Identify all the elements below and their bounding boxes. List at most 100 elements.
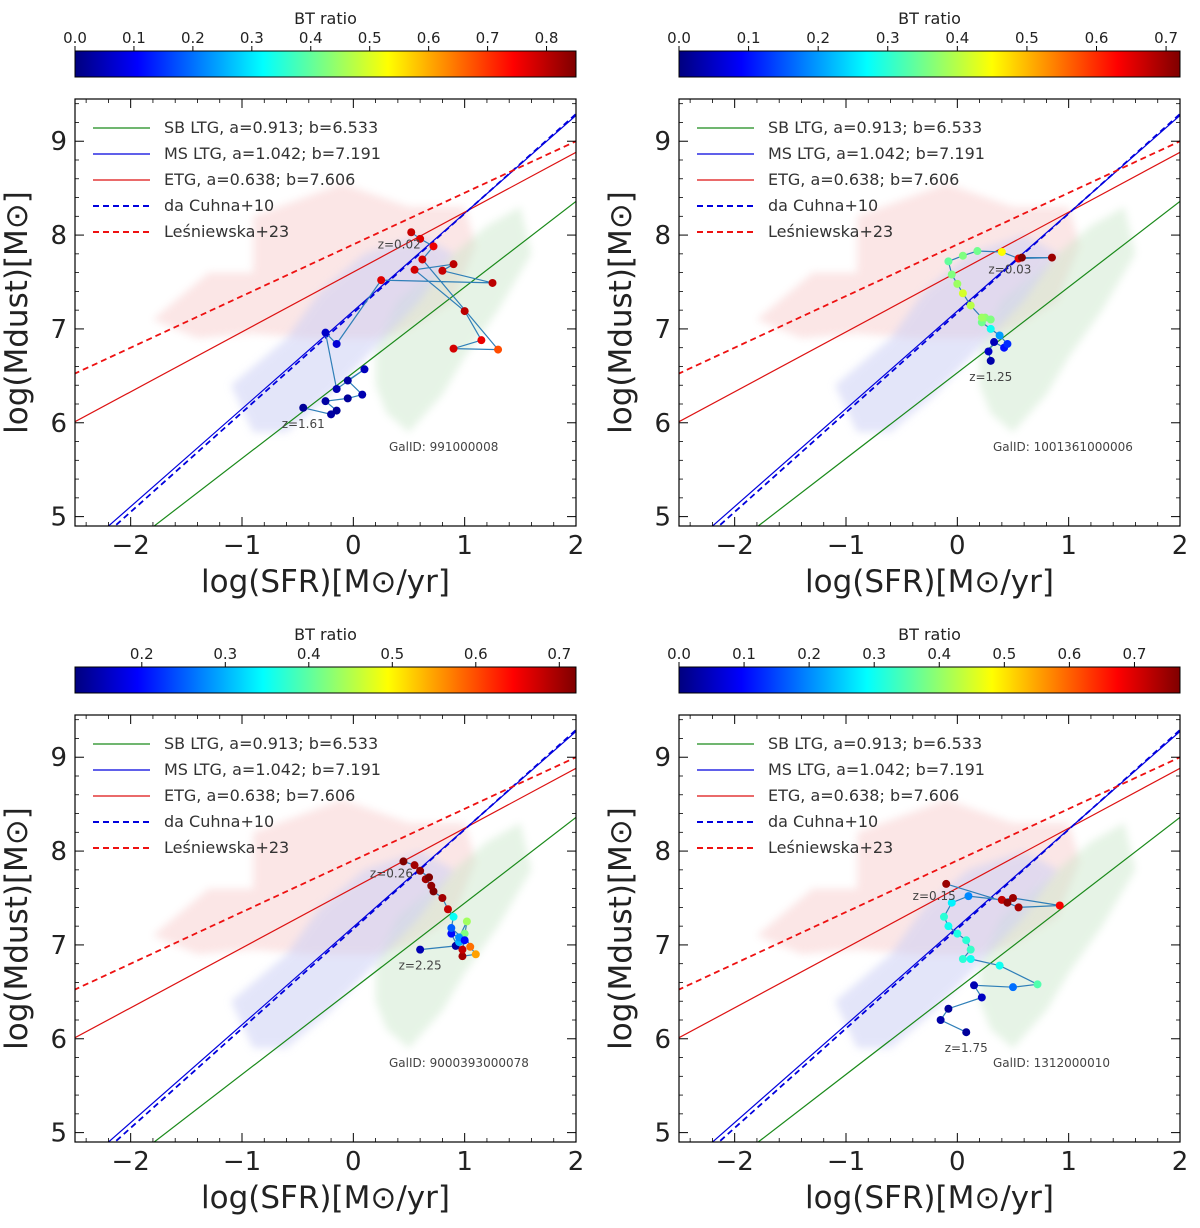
track-point (1047, 253, 1056, 262)
track-point (1009, 983, 1017, 992)
colorbar: BT ratio 0.2 0.3 0.4 0.5 0.6 0.7 (74, 625, 577, 694)
galid-label: GalID: 991000008 (389, 440, 498, 454)
colorbar-tick-label: 0.4 (945, 29, 969, 47)
relation-line-0 (153, 816, 576, 1142)
y-tick-label: 6 (50, 1025, 67, 1055)
x-tick-label: −2 (716, 1147, 754, 1177)
relation-line-3 (113, 728, 576, 1142)
z-end-label: z=0.02 (378, 237, 421, 251)
colorbar-tick-label: 0.0 (63, 29, 87, 47)
track-point (458, 952, 467, 961)
y-tick-label: 6 (654, 409, 671, 439)
y-tick-label: 9 (50, 743, 67, 773)
track-point (458, 945, 467, 954)
y-tick-label: 8 (654, 837, 671, 867)
track-point (958, 251, 967, 260)
y-tick-label: 9 (654, 743, 671, 773)
relation-line-2 (75, 151, 576, 423)
track-point (416, 234, 425, 243)
track-point (1017, 253, 1026, 262)
x-tick-label: −2 (112, 531, 150, 561)
track-point (1014, 903, 1023, 912)
plot-frame (74, 98, 577, 527)
plot-frame (678, 98, 1181, 527)
panel-top-left: BT ratio 0.0 0.1 0.2 0.3 0.4 0.5 0.6 0.7 0.8 z=1.6… (0, 9, 585, 600)
colorbar-tick-label: 0.0 (667, 29, 691, 47)
x-tick-label: 0 (345, 1147, 362, 1177)
colorbar-tick-label: 0.3 (240, 29, 264, 47)
colorbar-label: BT ratio (294, 625, 357, 644)
x-tick-label: 2 (568, 531, 585, 561)
colorbar-gradient (74, 666, 577, 694)
colorbar-tick-label: 0.6 (464, 645, 488, 663)
colorbar-tick-label: 0.2 (130, 645, 154, 663)
legend-label-3: da Cuhna+10 (768, 196, 878, 215)
track-point (438, 894, 447, 902)
legend-label-1: MS LTG, a=1.042; b=7.191 (768, 144, 985, 163)
relation-line-4 (75, 140, 576, 375)
colorbar-tick-label: 0.3 (213, 645, 237, 663)
plot-area: z=2.25 z=0.26 (75, 728, 576, 1142)
colorbar-tick-label: 0.5 (992, 645, 1016, 663)
track-point (494, 345, 503, 354)
x-tick-label: −1 (223, 531, 261, 561)
track-point (343, 376, 352, 385)
track-point (984, 347, 993, 356)
x-tick-label: −1 (827, 531, 865, 561)
plot-area: z=1.75 z=0.15 (679, 728, 1180, 1142)
galid-label: GalID: 1312000010 (993, 1056, 1110, 1070)
y-tick-label: 7 (50, 931, 67, 961)
colorbar-tick-label: 0.7 (476, 29, 500, 47)
track-point (947, 898, 956, 907)
track-point (449, 912, 458, 921)
legend-label-4: Leśniewska+23 (164, 838, 289, 857)
track-point (466, 942, 475, 951)
x-tick-label: 1 (1060, 531, 1077, 561)
x-tick-label: 1 (456, 531, 473, 561)
legend-label-0: SB LTG, a=0.913; b=6.533 (768, 734, 982, 753)
colorbar-tick-label: 0.6 (1085, 29, 1109, 47)
track-point (416, 945, 425, 954)
track-point (410, 265, 419, 274)
legend-label-0: SB LTG, a=0.913; b=6.533 (768, 118, 982, 137)
colorbar-tick-label: 0.2 (181, 29, 205, 47)
track-point (407, 228, 416, 237)
track-point (460, 936, 469, 945)
track-point (332, 339, 341, 348)
y-tick-label: 7 (50, 315, 67, 345)
track-point (443, 905, 452, 914)
colorbar-tick-label: 0.4 (927, 645, 951, 663)
legend-label-0: SB LTG, a=0.913; b=6.533 (164, 734, 378, 753)
track-point (939, 912, 948, 921)
legend: SB LTG, a=0.913; b=6.533 MS LTG, a=1.042;… (697, 118, 985, 241)
track-point (1055, 901, 1064, 910)
density-region-1 (979, 206, 1136, 433)
density-region-2 (230, 235, 454, 433)
colorbar-tick-label: 0.1 (732, 645, 756, 663)
colorbar-tick-label: 0.7 (1123, 645, 1147, 663)
colorbar-tick-label: 0.2 (797, 645, 821, 663)
track-point (977, 993, 986, 1002)
x-tick-label: −1 (223, 1147, 261, 1177)
legend-label-4: Leśniewska+23 (164, 222, 289, 241)
relation-line-2 (75, 767, 576, 1039)
colorbar-tick-label: 0.6 (417, 29, 441, 47)
x-tick-label: −2 (112, 1147, 150, 1177)
colorbar: BT ratio 0.0 0.1 0.2 0.3 0.4 0.5 0.6 0.7 (667, 625, 1181, 694)
legend-label-4: Leśniewska+23 (768, 838, 893, 857)
z-start-label: z=1.75 (945, 1041, 988, 1055)
track-point (986, 356, 995, 365)
relation-line-2 (679, 767, 1180, 1039)
colorbar-gradient (74, 50, 577, 78)
x-tick-label: 1 (456, 1147, 473, 1177)
track-point (1003, 898, 1012, 907)
legend-label-3: da Cuhna+10 (164, 812, 274, 831)
y-tick-label: 5 (654, 503, 671, 533)
colorbar-tick-label: 0.1 (122, 29, 146, 47)
y-tick-label: 9 (50, 127, 67, 157)
track-point (399, 857, 408, 866)
x-axis-label: log(SFR)[M⊙/yr] (805, 1180, 1054, 1216)
track-point (447, 924, 456, 933)
colorbar-label: BT ratio (294, 9, 357, 28)
